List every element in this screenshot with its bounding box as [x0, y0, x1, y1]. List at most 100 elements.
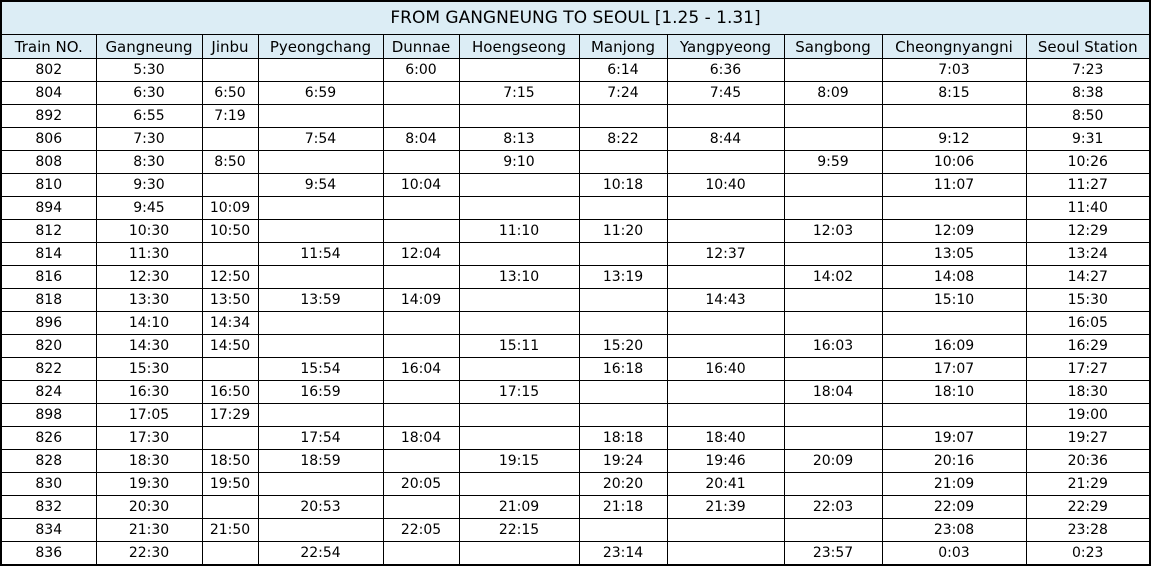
time-cell: 20:36 [1025, 449, 1151, 473]
time-cell: 13:05 [881, 242, 1027, 266]
time-cell: 8:04 [382, 127, 460, 151]
time-cell [666, 541, 785, 566]
time-cell: 16:30 [95, 380, 203, 404]
time-cell: 14:27 [1025, 265, 1151, 289]
time-cell: 11:20 [578, 219, 668, 243]
time-cell [881, 311, 1027, 335]
time-cell: 16:59 [257, 380, 384, 404]
time-cell [257, 334, 384, 358]
time-cell: 19:27 [1025, 426, 1151, 450]
column-header: Manjong [578, 34, 668, 59]
time-cell: 18:59 [257, 449, 384, 473]
time-cell [458, 58, 580, 82]
time-cell: 22:29 [1025, 495, 1151, 519]
time-cell: 18:18 [578, 426, 668, 450]
train-number-cell: 808 [0, 150, 97, 174]
column-header: Train NO. [0, 34, 97, 59]
time-cell: 17:29 [201, 403, 259, 427]
time-cell: 7:15 [458, 81, 580, 105]
time-cell: 8:15 [881, 81, 1027, 105]
table-row: 808 8:30 8:50 9:10 9:59 10:06 10:26 [0, 150, 1151, 174]
time-cell: 7:30 [95, 127, 203, 151]
title-row: FROM GANGNEUNG TO SEOUL [1.25 - 1.31] [0, 0, 1151, 35]
time-cell [578, 196, 668, 220]
time-cell: 22:09 [881, 495, 1027, 519]
time-cell: 10:40 [666, 173, 785, 197]
time-cell: 9:31 [1025, 127, 1151, 151]
time-cell [666, 311, 785, 335]
time-cell: 23:08 [881, 518, 1027, 542]
table-row: 834 21:30 21:50 22:05 22:15 23:08 23:28 [0, 518, 1151, 542]
time-cell: 8:09 [783, 81, 883, 105]
time-cell: 21:29 [1025, 472, 1151, 496]
time-cell [257, 196, 384, 220]
table-row: 828 18:30 18:50 18:59 19:15 19:24 19:46 20:09 20… [0, 449, 1151, 473]
time-cell: 19:07 [881, 426, 1027, 450]
time-cell: 10:18 [578, 173, 668, 197]
time-cell [783, 58, 883, 82]
time-cell [257, 518, 384, 542]
train-number-cell: 802 [0, 58, 97, 82]
train-number-cell: 834 [0, 518, 97, 542]
table-row: 820 14:30 14:50 15:11 15:20 16:03 16:09 16:29 [0, 334, 1151, 358]
time-cell [666, 380, 785, 404]
time-cell: 13:10 [458, 265, 580, 289]
time-cell: 16:09 [881, 334, 1027, 358]
time-cell [578, 311, 668, 335]
time-cell: 17:54 [257, 426, 384, 450]
time-cell [666, 219, 785, 243]
table-row: 836 22:30 22:54 23:14 23:57 0:03 0:23 [0, 541, 1151, 566]
time-cell: 13:50 [201, 288, 259, 312]
time-cell: 18:04 [783, 380, 883, 404]
time-cell: 8:50 [1025, 104, 1151, 128]
time-cell: 13:24 [1025, 242, 1151, 266]
time-cell: 16:04 [382, 357, 460, 381]
time-cell [666, 334, 785, 358]
time-cell: 15:54 [257, 357, 384, 381]
time-cell: 12:37 [666, 242, 785, 266]
time-cell: 16:18 [578, 357, 668, 381]
time-cell [458, 541, 580, 566]
time-cell: 11:07 [881, 173, 1027, 197]
time-cell [666, 150, 785, 174]
time-cell [458, 242, 580, 266]
time-cell [783, 173, 883, 197]
time-cell [382, 403, 460, 427]
table-row: 814 11:30 11:54 12:04 12:37 13:05 13:24 [0, 242, 1151, 266]
time-cell: 14:02 [783, 265, 883, 289]
time-cell: 9:12 [881, 127, 1027, 151]
time-cell: 15:30 [95, 357, 203, 381]
time-cell: 14:43 [666, 288, 785, 312]
time-cell [458, 288, 580, 312]
time-cell: 20:30 [95, 495, 203, 519]
time-cell [257, 472, 384, 496]
column-header: Cheongnyangni [881, 34, 1027, 59]
time-cell: 22:05 [382, 518, 460, 542]
train-number-cell: 804 [0, 81, 97, 105]
time-cell [666, 104, 785, 128]
time-cell: 14:09 [382, 288, 460, 312]
time-cell: 12:04 [382, 242, 460, 266]
train-number-cell: 828 [0, 449, 97, 473]
train-number-cell: 810 [0, 173, 97, 197]
time-cell: 17:15 [458, 380, 580, 404]
time-cell [666, 265, 785, 289]
column-header: Seoul Station [1025, 34, 1151, 59]
column-header: Hoengseong [458, 34, 580, 59]
time-cell [382, 495, 460, 519]
time-cell [201, 58, 259, 82]
table-row: 824 16:30 16:50 16:59 17:15 18:04 18:10 18:30 [0, 380, 1151, 404]
train-number-cell: 816 [0, 265, 97, 289]
time-cell [881, 104, 1027, 128]
time-cell [458, 472, 580, 496]
time-cell: 8:22 [578, 127, 668, 151]
time-cell: 14:34 [201, 311, 259, 335]
table-row: 822 15:30 15:54 16:04 16:18 16:40 17:07 17:27 [0, 357, 1151, 381]
time-cell: 16:03 [783, 334, 883, 358]
table-row: 812 10:30 10:50 11:10 11:20 12:03 12:09 12:29 [0, 219, 1151, 243]
train-number-cell: 826 [0, 426, 97, 450]
time-cell: 11:40 [1025, 196, 1151, 220]
time-cell: 6:36 [666, 58, 785, 82]
time-cell [578, 288, 668, 312]
time-cell: 0:23 [1025, 541, 1151, 566]
